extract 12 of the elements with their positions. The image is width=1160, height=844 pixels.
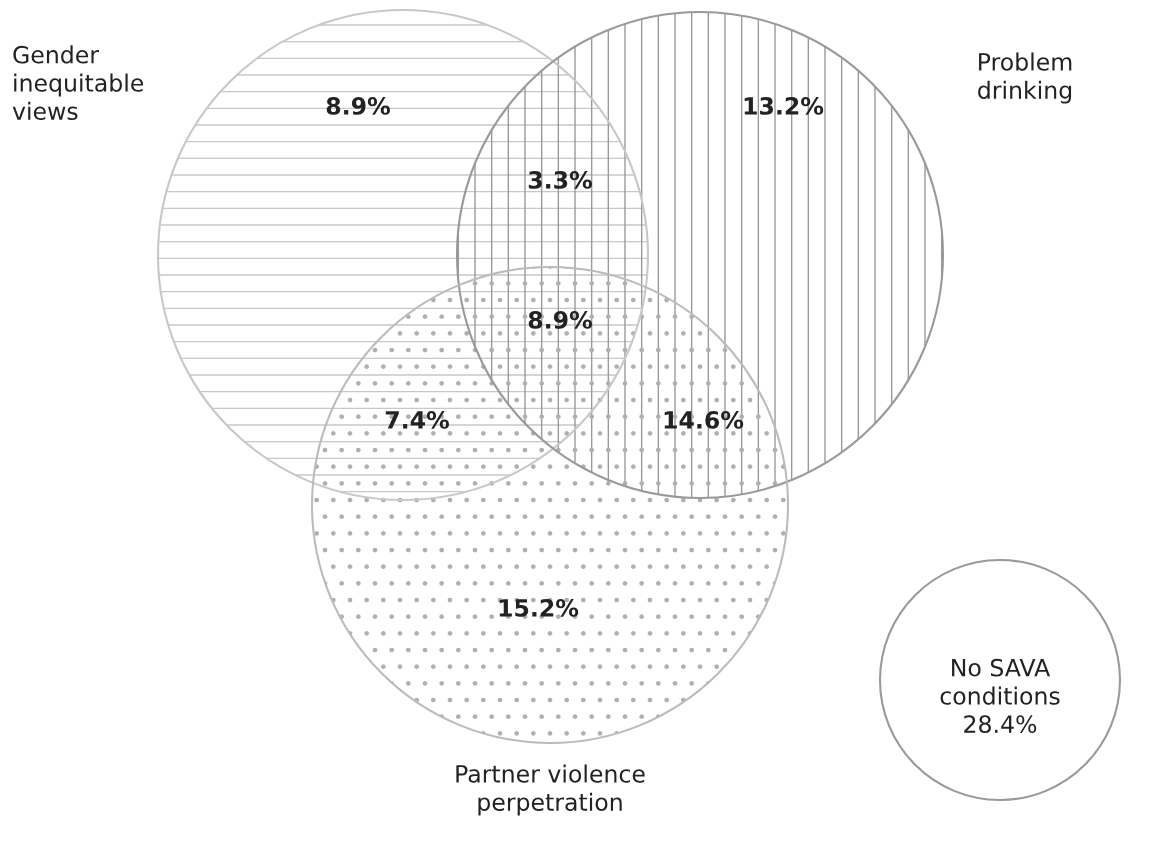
data-label: 7.4% [385, 410, 449, 429]
data-label: 8.9% [326, 96, 390, 115]
text: Problem drinking [978, 52, 1072, 104]
data-label: 13.2% [744, 96, 824, 115]
category-label: No SAVA conditions [940, 658, 1060, 705]
data-label: 3.3% [528, 170, 592, 189]
data-label: 14.6% [664, 410, 744, 429]
text: Partner violence perpetration [456, 764, 645, 816]
text: Gender inequitable views [12, 45, 144, 121]
data-label: 15.2% [499, 598, 579, 617]
data-label: 28.4% [964, 715, 1037, 734]
data-label: 8.9% [528, 310, 592, 329]
